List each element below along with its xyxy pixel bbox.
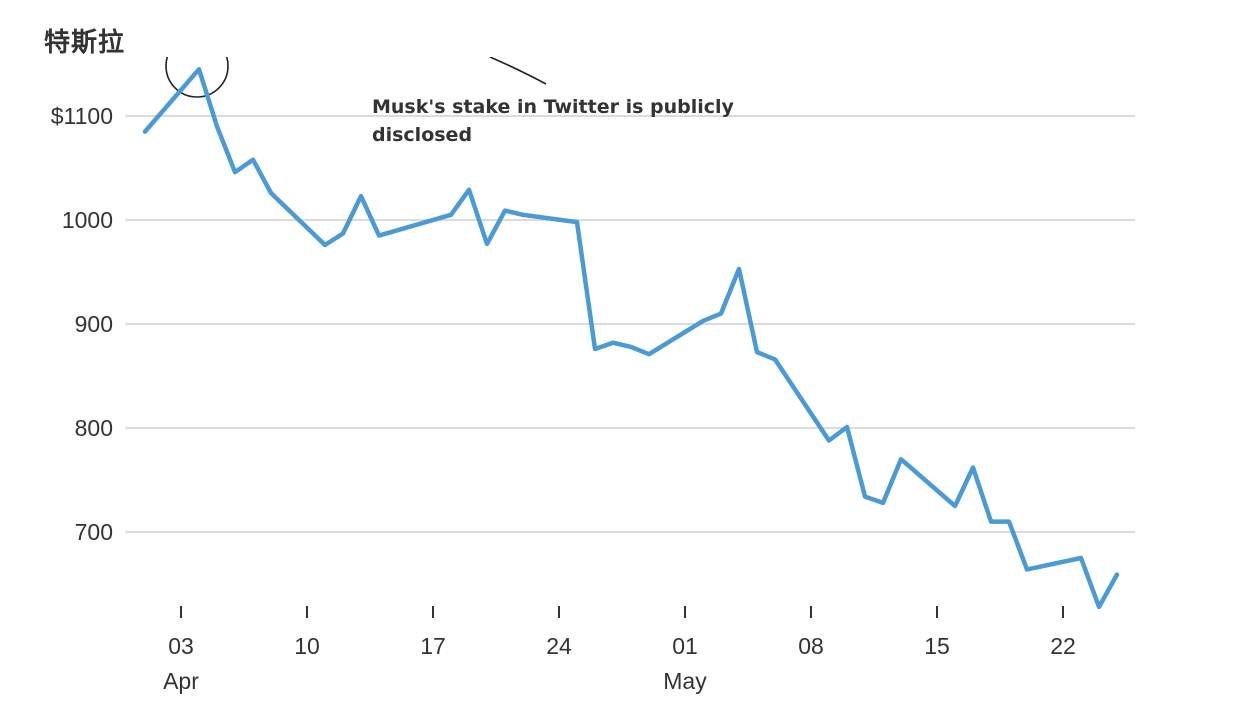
annotation-leader-line (489, 57, 547, 85)
annotation: Musk's stake in Twitter is publicly discl… (165, 57, 735, 146)
y-axis-ticks: $1100 1000 900 800 700 (51, 103, 113, 545)
series (142, 66, 1120, 610)
x-tick-label: 17 (420, 633, 446, 659)
x-tick-label: 22 (1050, 633, 1076, 659)
x-tick-month-label: Apr (163, 668, 199, 694)
x-tick-month-label: May (663, 668, 707, 694)
x-tick-label: 03 (168, 633, 194, 659)
gridlines (125, 115, 1135, 533)
y-tick-label: 900 (75, 311, 113, 337)
x-tick-label: 15 (924, 633, 950, 659)
x-tick-label: 08 (798, 633, 824, 659)
y-tick-label: $1100 (51, 103, 113, 129)
y-tick-label: 800 (75, 415, 113, 441)
annotation-circle (165, 57, 229, 98)
x-tick-label: 24 (546, 633, 572, 659)
x-tick-label: 01 (672, 633, 698, 659)
chart-title: 特斯拉 (44, 28, 126, 58)
y-tick-label: 700 (75, 519, 113, 545)
x-axis-ticks: 03 Apr 10 17 24 01 May 08 15 22 (163, 606, 1076, 694)
annotation-text: Musk's stake in Twitter is publicly (372, 96, 735, 118)
price-line (142, 66, 1120, 610)
x-tick-label: 10 (294, 633, 320, 659)
y-tick-label: 1000 (62, 207, 113, 233)
annotation-text: disclosed (372, 124, 472, 146)
